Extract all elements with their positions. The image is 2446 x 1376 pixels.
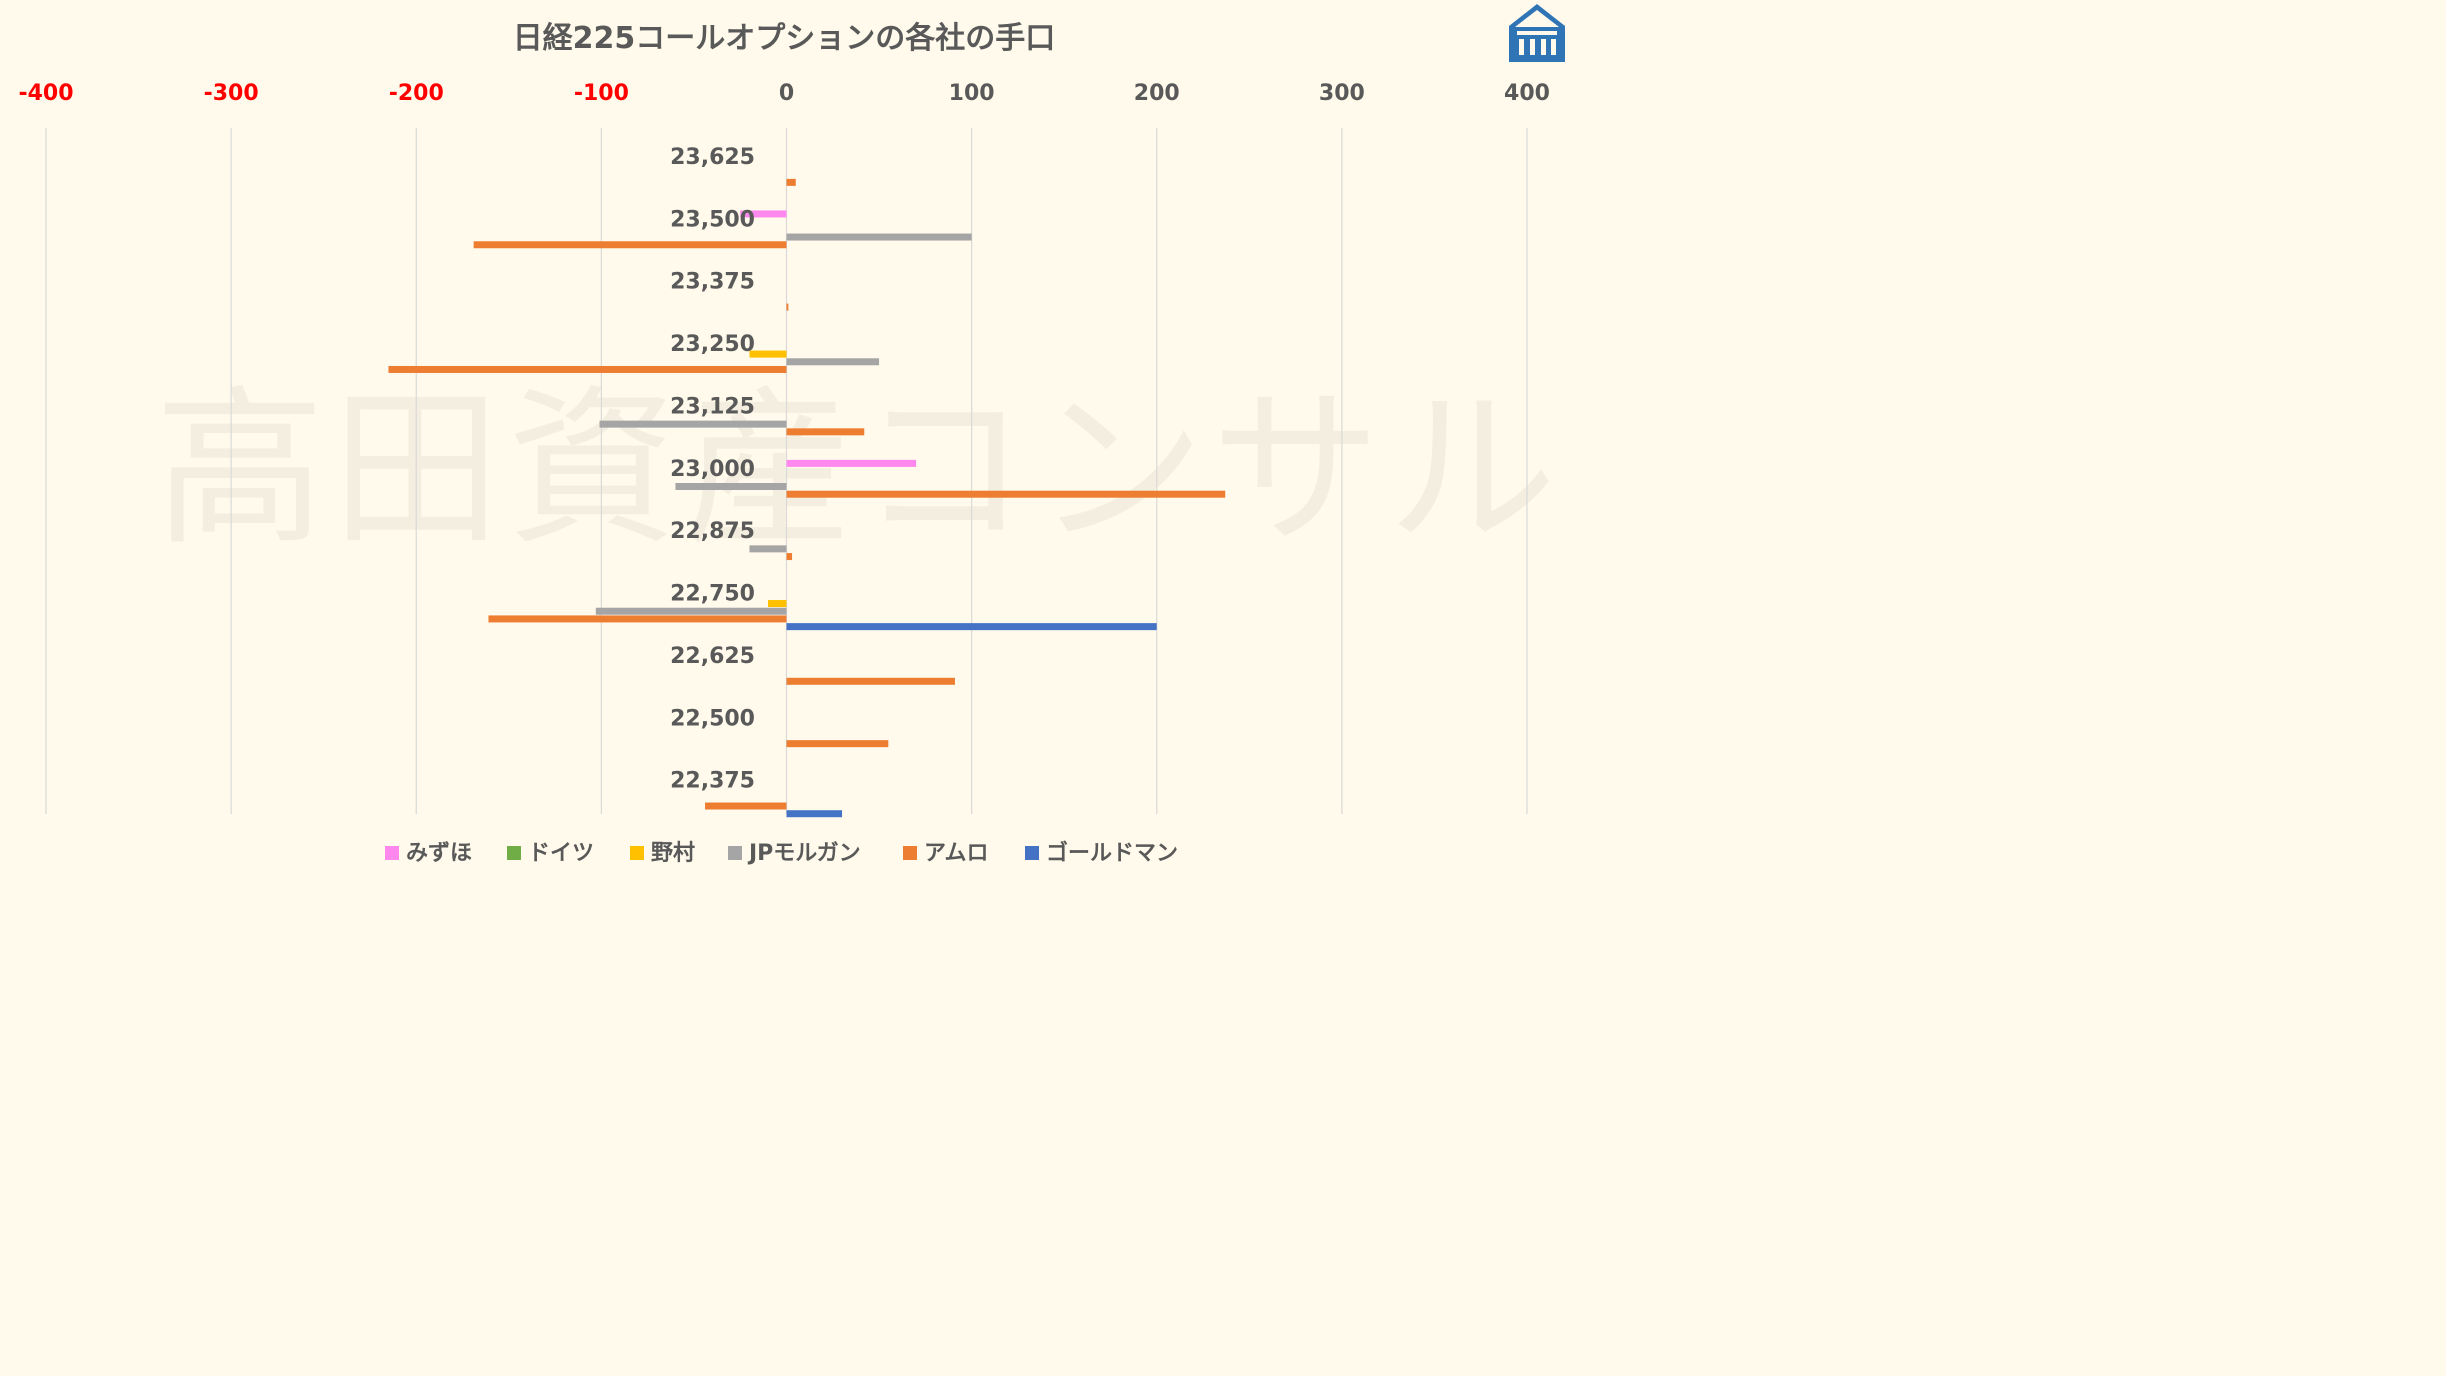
bar xyxy=(786,553,793,561)
bar xyxy=(786,459,917,467)
chart-watermark: 高田資産コンサル xyxy=(155,371,1563,569)
bar xyxy=(786,178,796,186)
x-tick-label: 0 xyxy=(779,81,794,106)
x-tick-label: -100 xyxy=(574,81,629,106)
category-label: 23,500 xyxy=(670,207,755,232)
x-tick-label: -400 xyxy=(18,81,73,106)
category-label: 23,125 xyxy=(670,394,755,419)
category-label: 23,625 xyxy=(670,145,755,170)
x-tick-label: 300 xyxy=(1319,81,1365,106)
legend-label: ドイツ xyxy=(528,841,594,866)
bar xyxy=(488,615,787,623)
bar xyxy=(786,358,880,366)
bar xyxy=(705,802,787,810)
bar xyxy=(786,677,955,685)
legend-swatch xyxy=(385,846,399,860)
legend-swatch xyxy=(1025,846,1039,860)
bar xyxy=(740,210,787,218)
legend: みずほ ドイツ 野村 JPモルガン アムロ ゴールドマン xyxy=(385,840,1178,866)
x-tick-label: -200 xyxy=(389,81,444,106)
legend-swatch xyxy=(630,846,644,860)
category-label: 22,875 xyxy=(670,519,755,544)
legend-swatch xyxy=(728,846,742,860)
bar xyxy=(675,483,787,490)
bar xyxy=(767,600,787,608)
bar xyxy=(749,350,787,358)
bars xyxy=(388,178,1226,818)
category-label: 23,000 xyxy=(670,457,755,482)
bar xyxy=(786,428,865,436)
bar xyxy=(786,623,1157,631)
legend-label: JPモルガン xyxy=(747,841,861,866)
bar xyxy=(599,420,787,428)
bar xyxy=(749,545,787,553)
bar xyxy=(786,233,972,241)
bar xyxy=(595,607,787,615)
legend-label: アムロ xyxy=(924,841,988,866)
bar xyxy=(786,490,1226,498)
category-labels: 23,625 23,500 23,375 23,250 23,125 23,000 22,8… xyxy=(670,145,755,794)
legend-label: みずほ xyxy=(406,841,472,866)
category-label: 22,500 xyxy=(670,706,755,731)
chart: 高田資産コンサル 日経225コールオプションの各社の手口 -400 -300 -20… xyxy=(18,4,1565,866)
x-tick-label: 200 xyxy=(1134,81,1180,106)
category-label: 22,750 xyxy=(670,582,755,607)
bar xyxy=(786,303,789,311)
category-label: 22,625 xyxy=(670,644,755,669)
category-label: 23,375 xyxy=(670,270,755,295)
legend-swatch xyxy=(903,846,917,860)
x-tick-label: 100 xyxy=(949,81,995,106)
bar xyxy=(786,740,889,748)
logo-icon xyxy=(1509,4,1565,62)
bar xyxy=(473,241,787,249)
category-label: 22,375 xyxy=(670,769,755,794)
chart-title: 日経225コールオプションの各社の手口 xyxy=(513,21,1056,56)
legend-label: ゴールドマン xyxy=(1046,840,1178,866)
bar xyxy=(388,365,787,373)
bar xyxy=(786,810,843,818)
x-tick-label: -300 xyxy=(204,81,259,106)
x-tick-label: 400 xyxy=(1504,81,1550,106)
legend-label: 野村 xyxy=(651,841,695,866)
x-axis-ticks: -400 -300 -200 -100 0 100 200 300 400 xyxy=(18,81,1550,106)
category-label: 23,250 xyxy=(670,332,755,357)
legend-swatch xyxy=(507,846,521,860)
